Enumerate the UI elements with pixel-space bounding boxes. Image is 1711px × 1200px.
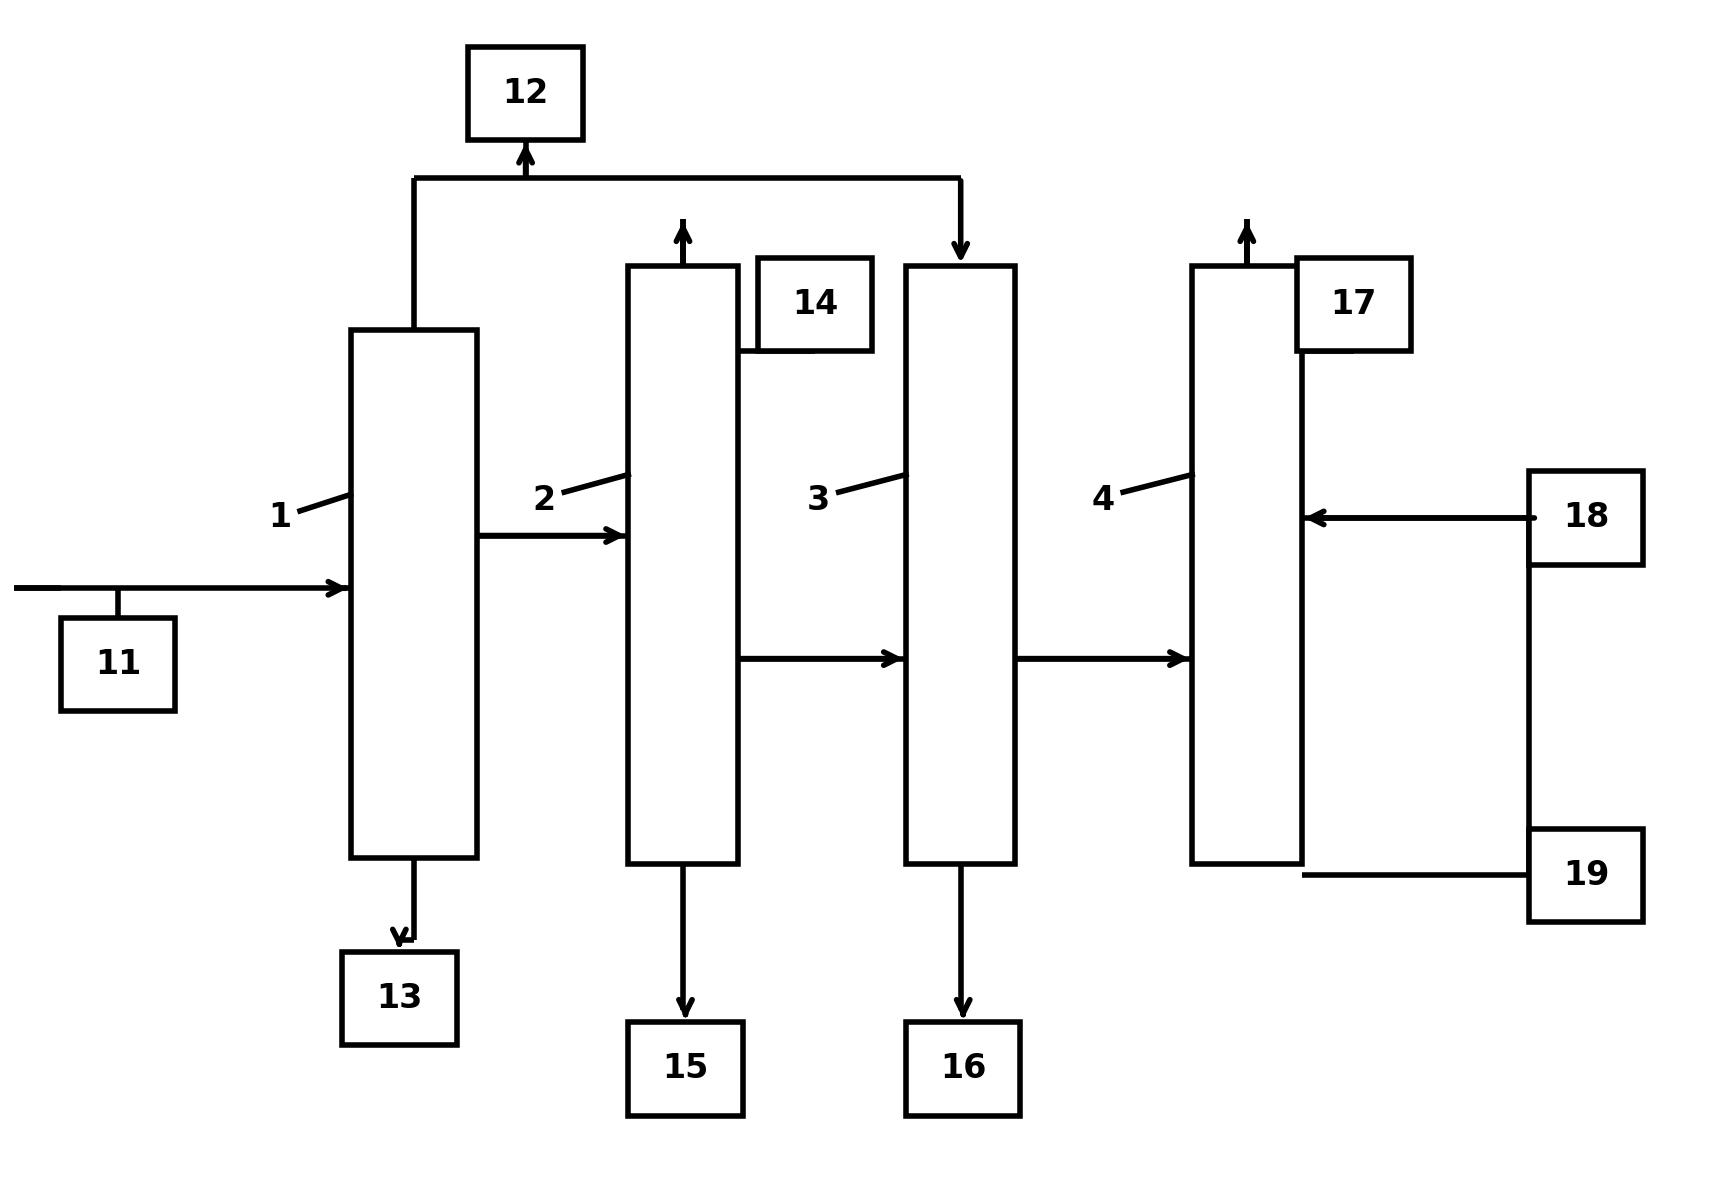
Text: 15: 15 bbox=[662, 1052, 708, 1085]
Bar bbox=[1530, 828, 1643, 923]
Bar bbox=[1297, 258, 1412, 352]
Text: 11: 11 bbox=[96, 648, 142, 680]
Bar bbox=[469, 47, 583, 140]
Bar bbox=[351, 330, 477, 858]
Text: 4: 4 bbox=[1092, 484, 1114, 517]
Bar bbox=[342, 952, 457, 1045]
Text: 13: 13 bbox=[376, 982, 423, 1015]
Bar bbox=[907, 1022, 1020, 1116]
Text: 14: 14 bbox=[792, 288, 838, 322]
Text: 18: 18 bbox=[1562, 502, 1610, 534]
Text: 3: 3 bbox=[808, 484, 830, 517]
Bar bbox=[62, 618, 176, 712]
Text: 16: 16 bbox=[939, 1052, 987, 1085]
Text: 17: 17 bbox=[1331, 288, 1377, 322]
Bar bbox=[1530, 472, 1643, 565]
Bar bbox=[907, 266, 1015, 864]
Text: 19: 19 bbox=[1562, 859, 1610, 892]
Bar bbox=[628, 266, 737, 864]
Bar bbox=[628, 1022, 743, 1116]
Text: 12: 12 bbox=[503, 77, 549, 110]
Text: 2: 2 bbox=[532, 484, 556, 517]
Bar bbox=[1193, 266, 1302, 864]
Text: 1: 1 bbox=[269, 502, 291, 534]
Bar bbox=[758, 258, 873, 352]
